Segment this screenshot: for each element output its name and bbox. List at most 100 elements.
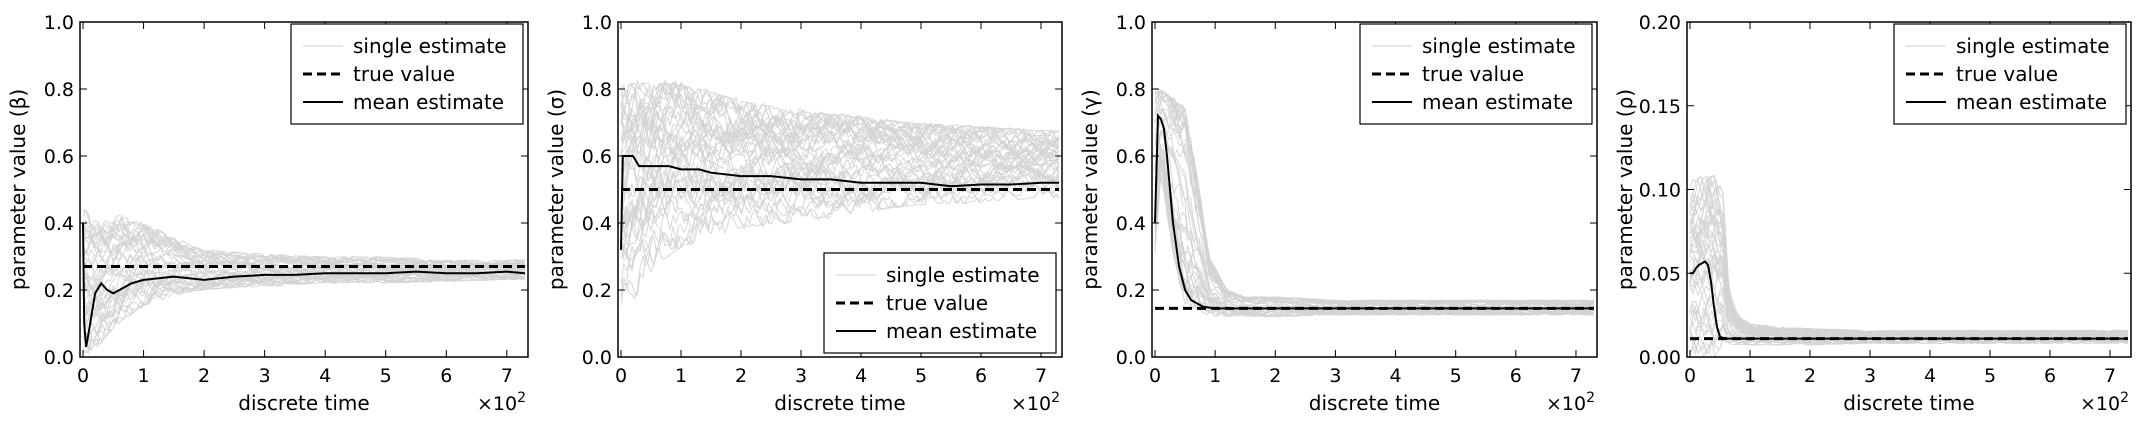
y-tick-label: 0.8 <box>1116 79 1146 101</box>
y-tick-label: 0.8 <box>44 79 74 101</box>
single-estimate-trace <box>1689 186 2129 337</box>
single-estimate-trace <box>1154 107 1595 307</box>
y-tick-label: 0.10 <box>1639 180 1681 202</box>
single-estimate-trace <box>620 79 1060 142</box>
single-estimate-trace <box>1154 93 1595 306</box>
single-estimate-trace <box>1689 219 2129 339</box>
axes-frame <box>617 21 1063 358</box>
single-estimate-trace <box>1154 161 1595 317</box>
y-tick-label: 0.2 <box>1116 280 1146 302</box>
x-tick-label: 4 <box>319 365 331 387</box>
x-tick-label: 1 <box>138 365 150 387</box>
y-tick-label: 0.8 <box>582 79 612 101</box>
legend-label: single estimate <box>1956 34 2110 58</box>
x-tick-label: 1 <box>1744 365 1756 387</box>
single-estimate-trace <box>1689 198 2129 336</box>
x-tick-label: 2 <box>1804 365 1816 387</box>
single-estimate-trace <box>620 83 1060 158</box>
x-tick-label: 7 <box>1035 365 1047 387</box>
single-estimate-trace <box>1689 175 2129 336</box>
y-tick-label: 0.0 <box>44 347 74 369</box>
single-estimate-trace <box>1689 179 2129 335</box>
single-estimate-trace <box>1689 237 2129 340</box>
x-axis-label: discrete time <box>1843 391 1974 415</box>
y-tick-label: 0.4 <box>1116 213 1146 235</box>
single-estimate-trace <box>82 240 526 291</box>
single-estimate-trace <box>1689 227 2129 339</box>
single-estimate-trace <box>1154 108 1595 308</box>
x-tick-label: 0 <box>615 365 627 387</box>
x-tick-label: 4 <box>1924 365 1936 387</box>
single-estimate-trace <box>1689 177 2129 337</box>
x-tick-label: 2 <box>735 365 747 387</box>
x-tick-label: 3 <box>259 365 271 387</box>
legend-label: single estimate <box>1422 34 1576 58</box>
single-estimate-trace <box>1689 175 2129 336</box>
x-tick-label: 6 <box>975 365 987 387</box>
single-estimate-trace <box>620 127 1060 216</box>
y-tick-label: 0.0 <box>582 347 612 369</box>
x-tick-label: 2 <box>1269 365 1281 387</box>
single-estimate-trace <box>82 273 526 353</box>
single-estimate-trace <box>1689 266 2129 342</box>
x-axis-label: discrete time <box>1309 391 1440 415</box>
single-estimate-trace <box>1689 214 2129 339</box>
x-tick-label: 4 <box>1390 365 1402 387</box>
legend-label: mean estimate <box>886 319 1037 343</box>
y-tick-label: 0.4 <box>44 213 74 235</box>
x-tick-label: 6 <box>440 365 452 387</box>
axes-frame <box>79 21 529 358</box>
axes-frame <box>1151 21 1598 358</box>
legend-box <box>1359 23 1593 125</box>
single-estimate-trace <box>1689 214 2129 339</box>
single-estimate-trace <box>1689 175 2129 335</box>
legend: single estimate true value mean estimate <box>1359 23 1593 125</box>
y-tick-label: 0.15 <box>1639 96 1681 118</box>
y-axis-label: parameter value (ρ) <box>1613 89 1637 290</box>
y-tick-label: 0.20 <box>1639 12 1681 34</box>
chart-panel-4: 0 1 2 3 4 5 6 7 0.00 0.05 0.10 0.15 0.20 discrete tim… <box>1613 12 2132 415</box>
single-estimate-trace <box>1689 295 2129 345</box>
x-tick-label: 3 <box>1864 365 1876 387</box>
single-estimate-trace <box>1689 188 2128 338</box>
single-estimate-trace <box>1154 165 1595 317</box>
y-tick-label: 0.6 <box>1116 146 1146 168</box>
x-tick-label: 1 <box>675 365 687 387</box>
x-tick-label: 7 <box>1570 365 1582 387</box>
legend-label: true value <box>1956 62 2058 86</box>
x-axis-label: discrete time <box>238 391 369 415</box>
x-tick-label: 5 <box>915 365 927 387</box>
single-estimate-trace <box>1154 97 1595 307</box>
x-scale-multiplier: ×102 <box>1546 390 1595 415</box>
legend: single estimate true value mean estimate <box>290 23 524 125</box>
x-tick-label: 0 <box>1149 365 1161 387</box>
x-tick-label: 6 <box>1510 365 1522 387</box>
single-estimate-trace <box>1154 91 1595 304</box>
chart-panel-3: 0 1 2 3 4 5 6 7 0.0 0.2 0.4 0.6 0.8 1.0 discrete time ×… <box>1078 12 1598 415</box>
legend-box <box>1893 23 2127 125</box>
plot-area <box>620 79 1060 306</box>
y-axis-label: parameter value (σ) <box>544 89 568 290</box>
x-tick-label: 5 <box>1450 365 1462 387</box>
single-estimate-trace <box>620 86 1060 158</box>
single-estimate-trace <box>82 275 526 349</box>
mean-estimate-line <box>620 155 1059 250</box>
y-tick-label: 0.0 <box>1116 347 1146 369</box>
x-tick-label: 7 <box>501 365 513 387</box>
x-tick-label: 2 <box>198 365 210 387</box>
legend-box <box>290 23 524 125</box>
legend-label: single estimate <box>353 34 507 58</box>
legend: single estimate true value mean estimate <box>1893 23 2127 125</box>
mean-estimate-line <box>82 222 526 348</box>
x-tick-label: 3 <box>1329 365 1341 387</box>
x-tick-label: 0 <box>77 365 89 387</box>
single-estimate-trace <box>1154 108 1595 307</box>
legend-label: mean estimate <box>1956 90 2107 114</box>
y-tick-label: 1.0 <box>44 12 74 34</box>
single-estimate-trace <box>1689 217 2129 339</box>
single-estimate-trace <box>620 117 1060 167</box>
single-estimate-trace <box>1689 225 2129 340</box>
single-estimate-trace <box>1689 201 2129 337</box>
plot-area <box>82 208 526 355</box>
y-tick-label: 0.6 <box>44 146 74 168</box>
